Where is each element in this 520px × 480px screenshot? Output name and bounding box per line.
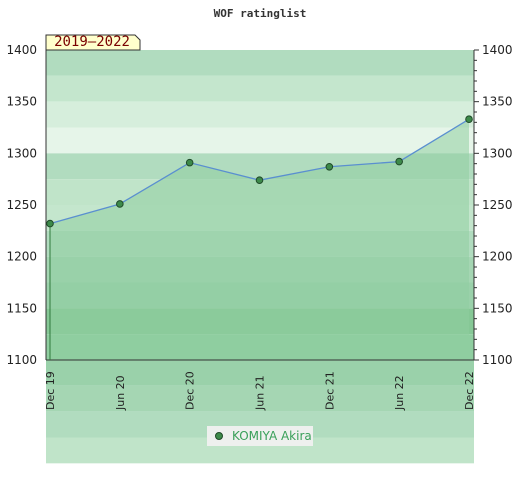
data-point[interactable] [185,158,194,167]
period-badge-label: 2019–2022 [54,34,130,50]
data-point[interactable] [465,115,473,124]
rating-area [50,119,469,360]
data-point[interactable] [255,176,264,184]
legend-marker-icon [215,432,223,440]
y-tick-label-left: 1150 [6,301,37,315]
grid-band [46,127,474,154]
y-tick-label-right: 1400 [482,43,513,57]
x-tick-label: Jun 20 [114,375,127,411]
chart-title: WOF ratinglist [214,7,307,20]
y-tick-label-left: 1200 [6,250,37,264]
area-fill [50,119,469,360]
legend-series-label: KOMIYA Akira [232,429,312,443]
y-axis-left-labels: 1100 1150 1200 1250 1300 1350 1400 [6,43,37,367]
y-tick-label-left: 1300 [6,146,37,160]
data-point[interactable] [46,219,54,228]
y-axis-right-labels: 1100 1150 1200 1250 1300 1350 1400 [482,43,513,367]
x-tick-label: Dec 21 [323,371,336,410]
data-point[interactable] [395,157,403,166]
y-tick-label-left: 1400 [6,43,37,57]
y-tick-label-right: 1100 [482,353,513,367]
x-tick-label: Jun 21 [254,375,267,411]
legend[interactable]: KOMIYA Akira [207,426,313,446]
x-tick-label: Dec 20 [184,371,197,410]
grid-band [46,75,474,102]
y-tick-label-right: 1250 [482,198,513,212]
x-tick-label: Dec 22 [463,371,476,410]
grid-band [46,50,474,76]
y-tick-label-left: 1250 [6,198,37,212]
grid-band [46,385,474,412]
rating-points [46,115,473,228]
y-tick-label-right: 1200 [482,250,513,264]
grid-band [46,360,474,386]
y-tick-label-right: 1150 [482,301,513,315]
axes [45,49,479,361]
x-axis-labels: Dec 19 Jun 20 Dec 20 Jun 21 Dec 21 Jun 22 Dec … [44,371,476,411]
data-point[interactable] [116,200,124,208]
grid-band [46,101,474,128]
period-badge: 2019–2022 [45,34,141,51]
y-tick-label-left: 1350 [6,95,37,109]
x-tick-label: Dec 19 [44,371,57,410]
y-tick-label-right: 1350 [482,95,513,109]
y-tick-label-left: 1100 [6,353,37,367]
data-point[interactable] [325,162,334,171]
x-tick-label: Jun 22 [393,375,406,411]
y-tick-label-right: 1300 [482,146,513,160]
